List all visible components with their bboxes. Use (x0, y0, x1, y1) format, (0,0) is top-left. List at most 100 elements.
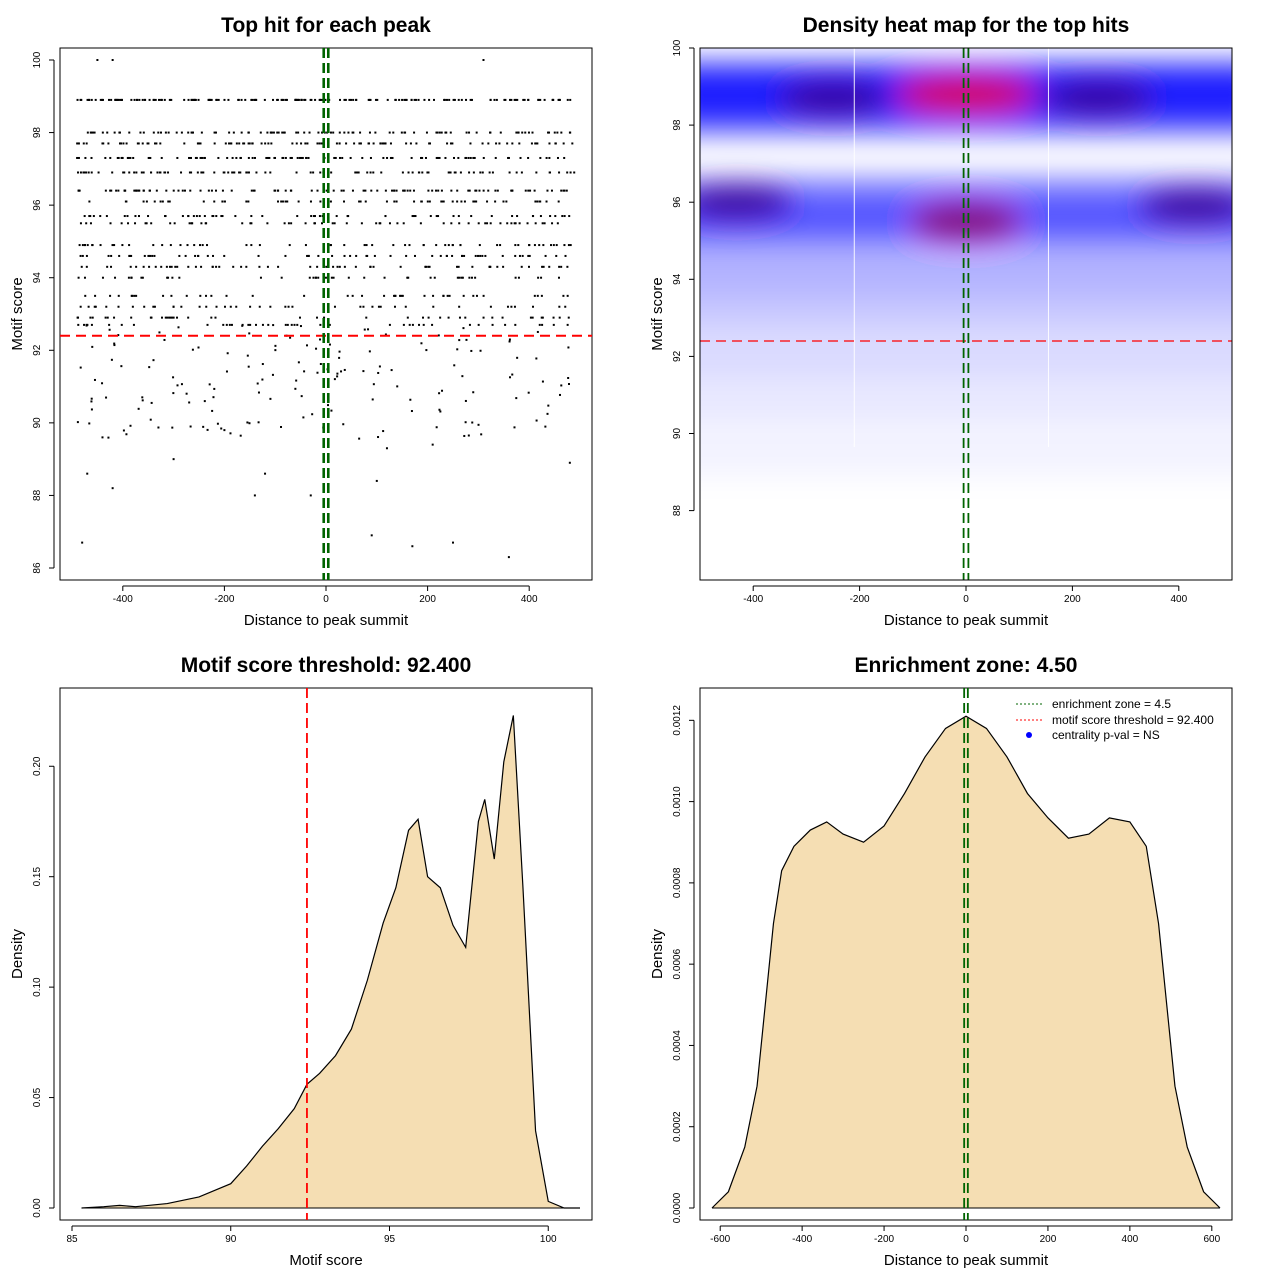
scatter-point (543, 222, 546, 225)
scatter-point (487, 189, 490, 192)
scatter-point (437, 215, 440, 218)
scatter-point (456, 200, 459, 203)
scatter-point (391, 189, 394, 192)
scatter-point (396, 385, 399, 388)
scatter-point (304, 142, 307, 145)
scatter-point (360, 222, 363, 225)
scatter-point (510, 98, 513, 101)
scatter-point (120, 142, 123, 145)
scatter-point (163, 98, 166, 101)
scatter-point (448, 98, 451, 101)
scatter-point (464, 156, 467, 159)
scatter-point (413, 131, 416, 134)
scatter-point (376, 98, 379, 101)
scatter-point (154, 98, 157, 101)
scatter-point (215, 189, 218, 192)
scatter-point (511, 215, 514, 218)
scatter-point (110, 98, 113, 101)
scatter-point (301, 156, 304, 159)
scatter-point (551, 222, 554, 225)
scatter-point (333, 156, 336, 159)
scatter-point (401, 171, 404, 174)
scatter-point (151, 254, 154, 257)
scatter-point (482, 156, 485, 159)
density-band (700, 380, 1232, 425)
scatter-point (413, 200, 416, 203)
scatter-point (189, 156, 192, 159)
scatter-point (427, 189, 430, 192)
density-hotspot (1139, 188, 1232, 225)
scatter-point (142, 189, 145, 192)
scatter-point (332, 131, 335, 134)
scatter-point (266, 265, 269, 268)
scatter-point (393, 189, 396, 192)
scatter-point (343, 131, 346, 134)
scatter-point (76, 316, 79, 319)
scatter-point (284, 323, 287, 326)
scatter-point (436, 156, 439, 159)
scatter-point (428, 265, 431, 268)
scatter-point (248, 422, 251, 425)
scatter-point (427, 316, 430, 319)
scatter-point (508, 340, 511, 343)
scatter-point (361, 156, 364, 159)
scatter-point (223, 254, 226, 257)
scatter-point (514, 254, 517, 257)
scatter-point (431, 323, 434, 326)
scatter-point (257, 391, 260, 394)
scatter-point (539, 98, 542, 101)
scatter-point (244, 98, 247, 101)
scatter-point (308, 131, 311, 134)
scatter-point (108, 323, 111, 326)
scatter-point (160, 98, 163, 101)
scatter-point (560, 384, 563, 387)
scatter-point (516, 215, 519, 218)
scatter-point (431, 254, 434, 257)
scatter-point (386, 156, 389, 159)
scatter-point (91, 244, 94, 247)
scatter-point (265, 156, 268, 159)
scatter-point (140, 276, 143, 279)
scatter-point (194, 254, 197, 257)
scatter-point (445, 254, 448, 257)
scatter-point (90, 397, 93, 400)
scatter-point (464, 421, 467, 424)
scatter-point (170, 98, 173, 101)
scatter-point (533, 294, 536, 297)
scatter-point (117, 98, 120, 101)
scatter-point (205, 294, 208, 297)
x-tick-label: 200 (1064, 594, 1081, 605)
scatter-point (358, 437, 361, 440)
scatter-point (269, 397, 272, 400)
scatter-point (335, 142, 338, 145)
scatter-point (518, 222, 521, 225)
scatter-point (85, 171, 88, 174)
scatter-point (463, 434, 466, 437)
scatter-point (253, 156, 256, 159)
scatter-point (88, 98, 91, 101)
scatter-point (407, 276, 410, 279)
scatter-point (444, 244, 447, 247)
scatter-point (310, 215, 313, 218)
scatter-point (300, 142, 303, 145)
scatter-point (488, 171, 491, 174)
scatter-point (105, 305, 108, 308)
scatter-point (188, 156, 191, 159)
y-tick-label: 0.20 (32, 756, 43, 776)
scatter-point (369, 156, 372, 159)
scatter-point (383, 294, 386, 297)
scatter-point (468, 171, 471, 174)
scatter-point (392, 131, 395, 134)
scatter-point (319, 171, 322, 174)
scatter-point (468, 189, 471, 192)
plot-frame (699, 687, 1233, 1221)
scatter-point (435, 244, 438, 247)
scatter-point (460, 98, 463, 101)
scatter-point (329, 131, 332, 134)
scatter-point (172, 458, 175, 461)
y-tick-label: 98 (672, 119, 683, 131)
scatter-point (422, 316, 425, 319)
scatter-point (462, 327, 465, 330)
scatter-point (331, 222, 334, 225)
scatter-point (266, 156, 269, 159)
